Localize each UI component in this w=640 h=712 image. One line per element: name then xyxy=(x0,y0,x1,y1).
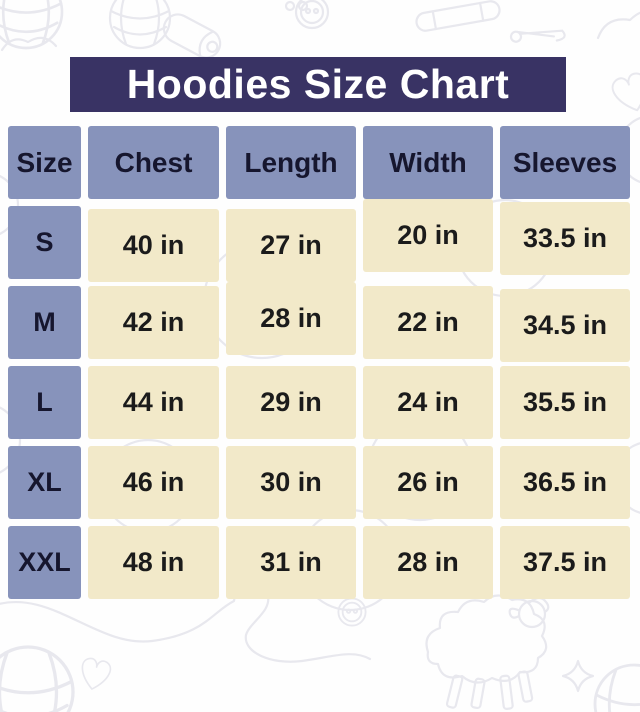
cell-xxl-length: 31 in xyxy=(226,526,356,599)
page-title: Hoodies Size Chart xyxy=(126,61,510,107)
size-chart-table: Size Chest Length Width Sleeves S 40 in … xyxy=(8,126,630,599)
cell-s-length: 27 in xyxy=(226,209,356,282)
cell-s-width: 20 in xyxy=(363,199,493,272)
cell-l-width: 24 in xyxy=(363,366,493,439)
title-banner: Hoodies Size Chart xyxy=(70,57,566,112)
cell-xl-sleeves: 36.5 in xyxy=(500,446,630,519)
fabric-roll-icon xyxy=(162,13,222,59)
cell-l-chest: 44 in xyxy=(88,366,219,439)
cell-xl-length: 30 in xyxy=(226,446,356,519)
column-header-sleeves: Sleeves xyxy=(500,126,630,199)
row-header-m: M xyxy=(8,286,81,359)
cell-xxl-sleeves: 37.5 in xyxy=(500,526,630,599)
column-header-width: Width xyxy=(363,126,493,199)
button-icon xyxy=(337,597,367,627)
yarn-ball-icon xyxy=(593,663,640,712)
circle-doodle xyxy=(0,406,22,474)
heart-icon xyxy=(77,656,113,693)
cell-m-length: 28 in xyxy=(226,282,356,355)
cloud-icon xyxy=(0,36,58,52)
cell-m-sleeves: 34.5 in xyxy=(500,289,630,362)
rolling-pin-icon xyxy=(415,0,501,32)
row-header-s: S xyxy=(8,206,81,279)
cell-l-sleeves: 35.5 in xyxy=(500,366,630,439)
cell-xl-chest: 46 in xyxy=(88,446,219,519)
cell-xl-width: 26 in xyxy=(363,446,493,519)
dot-icon xyxy=(297,0,309,12)
row-header-xxl: XXL xyxy=(8,526,81,599)
yarn-ball-icon xyxy=(108,0,172,50)
cell-xxl-chest: 48 in xyxy=(88,526,219,599)
cloud-icon xyxy=(596,11,640,40)
heart-icon xyxy=(609,70,640,117)
cell-m-chest: 42 in xyxy=(88,286,219,359)
cell-xxl-width: 28 in xyxy=(363,526,493,599)
column-header-size: Size xyxy=(8,126,81,199)
cell-s-sleeves: 33.5 in xyxy=(500,202,630,275)
cell-l-length: 29 in xyxy=(226,366,356,439)
dot-icon xyxy=(284,0,296,12)
row-header-xl: XL xyxy=(8,446,81,519)
cell-m-width: 22 in xyxy=(363,286,493,359)
row-header-l: L xyxy=(8,366,81,439)
cell-s-chest: 40 in xyxy=(88,209,219,282)
circle-doodle xyxy=(0,175,20,235)
safety-pin-icon xyxy=(509,29,566,43)
sheep-icon xyxy=(425,594,550,710)
yarn-ball-icon xyxy=(0,645,75,712)
column-header-chest: Chest xyxy=(88,126,219,199)
button-icon xyxy=(294,0,330,30)
sparkle-icon xyxy=(561,659,595,693)
column-header-length: Length xyxy=(226,126,356,199)
